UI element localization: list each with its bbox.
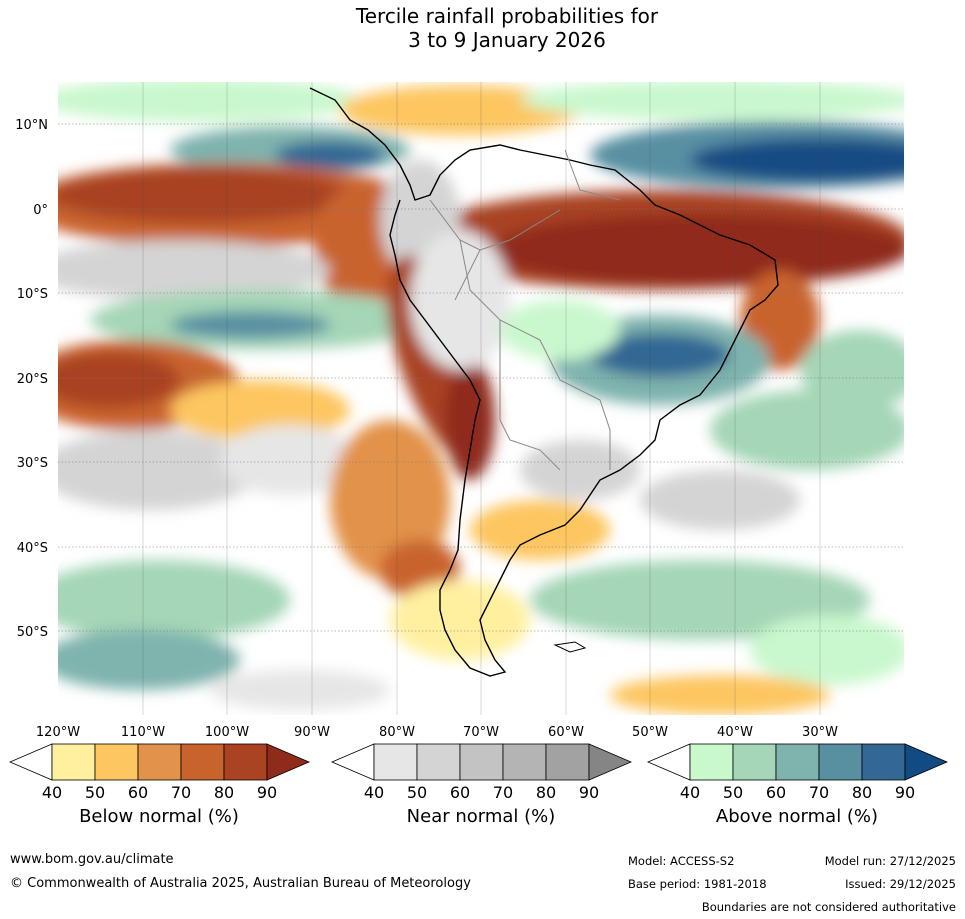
south-america-coastline: [309, 87, 779, 677]
lat-label: 0°: [33, 203, 48, 218]
falkland-islands: [553, 641, 587, 653]
model-run: Model run: 27/12/2025: [824, 854, 956, 868]
above-normal-label: Above normal (%): [715, 806, 879, 827]
colorbar-segment: [223, 743, 268, 781]
colorbar-segment: [137, 743, 182, 781]
copyright-text: © Commonwealth of Australia 2025, Austra…: [10, 876, 471, 891]
colorbar-tick-label: 70: [171, 783, 191, 802]
colorbar-tick-label: 40: [42, 783, 62, 802]
lon-label: 100°W: [205, 725, 249, 740]
colorbar-under-triangle: [646, 743, 691, 781]
colorbar-tick-label: 70: [493, 783, 513, 802]
colorbar-segment: [416, 743, 461, 781]
lon-label: 30°W: [802, 725, 838, 740]
colorbar-tick-label: 40: [680, 783, 700, 802]
lon-label: 50°W: [632, 725, 668, 740]
colorbar-tick-label: 80: [852, 783, 872, 802]
lat-label: 10°S: [17, 287, 48, 302]
colorbar-segment: [51, 743, 96, 781]
lat-label: 50°S: [17, 625, 48, 640]
near-normal-colorbar: 40 50 60 70 80 90: [330, 743, 632, 802]
title-line-2: 3 to 9 January 2026: [408, 28, 606, 52]
lat-label: 20°S: [17, 372, 48, 387]
below-normal-colorbar: 40 50 60 70 80 90: [8, 743, 310, 802]
disclaimer: Boundaries are not considered authoritat…: [701, 900, 956, 914]
meridians: [142, 82, 821, 715]
colorbar-tick-label: 50: [407, 783, 427, 802]
colorbar-under-triangle: [8, 743, 53, 781]
colorbar-segment: [689, 743, 734, 781]
colorbar-over-triangle: [904, 743, 948, 781]
colorbar-segment: [459, 743, 504, 781]
colorbar-segment: [775, 743, 820, 781]
colorbar-tick-label: 50: [723, 783, 743, 802]
colorbar-segment: [818, 743, 863, 781]
colorbar-tick-label: 50: [85, 783, 105, 802]
colorbar-tick-label: 60: [766, 783, 786, 802]
map-title: Tercile rainfall probabilities for 3 to …: [0, 4, 965, 52]
colorbar-tick-label: 40: [364, 783, 384, 802]
rainfall-probability-map: 10°N 0° 10°S 20°S 30°S 40°S 50°S 120°W 1…: [15, 82, 904, 740]
website-link[interactable]: www.bom.gov.au/climate: [10, 852, 174, 867]
lon-label: 60°W: [548, 725, 584, 740]
lat-label: 30°S: [17, 456, 48, 471]
probability-field: [58, 82, 904, 715]
above-normal-colorbar: 40 50 60 70 80 90: [646, 743, 948, 802]
near-normal-label: Near normal (%): [406, 806, 556, 827]
colorbar-segment: [373, 743, 418, 781]
colorbar-under-triangle: [330, 743, 375, 781]
national-boundaries: [429, 149, 621, 471]
colorbar-tick-label: 90: [257, 783, 277, 802]
colorbar-over-triangle: [266, 743, 310, 781]
colorbar-tick-label: 70: [809, 783, 829, 802]
lon-label: 70°W: [463, 725, 499, 740]
base-period: Base period: 1981-2018: [628, 877, 767, 891]
colorbar-tick-label: 80: [214, 783, 234, 802]
lat-label: 10°N: [15, 118, 48, 133]
lon-label: 40°W: [717, 725, 753, 740]
title-line-1: Tercile rainfall probabilities for: [355, 4, 659, 28]
lat-label: 40°S: [17, 541, 48, 556]
colorbar-tick-label: 90: [579, 783, 599, 802]
model-name: Model: ACCESS-S2: [628, 854, 735, 868]
graticule: [58, 123, 904, 632]
colorbar-tick-label: 80: [536, 783, 556, 802]
colorbar-segment: [94, 743, 139, 781]
colorbar-over-triangle: [588, 743, 632, 781]
colorbar-segment: [545, 743, 590, 781]
colorbar-segment: [732, 743, 777, 781]
issued-date: Issued: 29/12/2025: [845, 877, 956, 891]
colorbar-segment: [180, 743, 225, 781]
colorbar-tick-label: 60: [128, 783, 148, 802]
colorbar-segment: [861, 743, 906, 781]
below-normal-label: Below normal (%): [79, 806, 239, 827]
lon-label: 120°W: [36, 725, 80, 740]
lon-label: 110°W: [121, 725, 165, 740]
lon-label: 90°W: [294, 725, 330, 740]
lon-label: 80°W: [379, 725, 415, 740]
colorbar-tick-label: 60: [450, 783, 470, 802]
colorbar-tick-label: 90: [895, 783, 915, 802]
colorbar-segment: [502, 743, 547, 781]
